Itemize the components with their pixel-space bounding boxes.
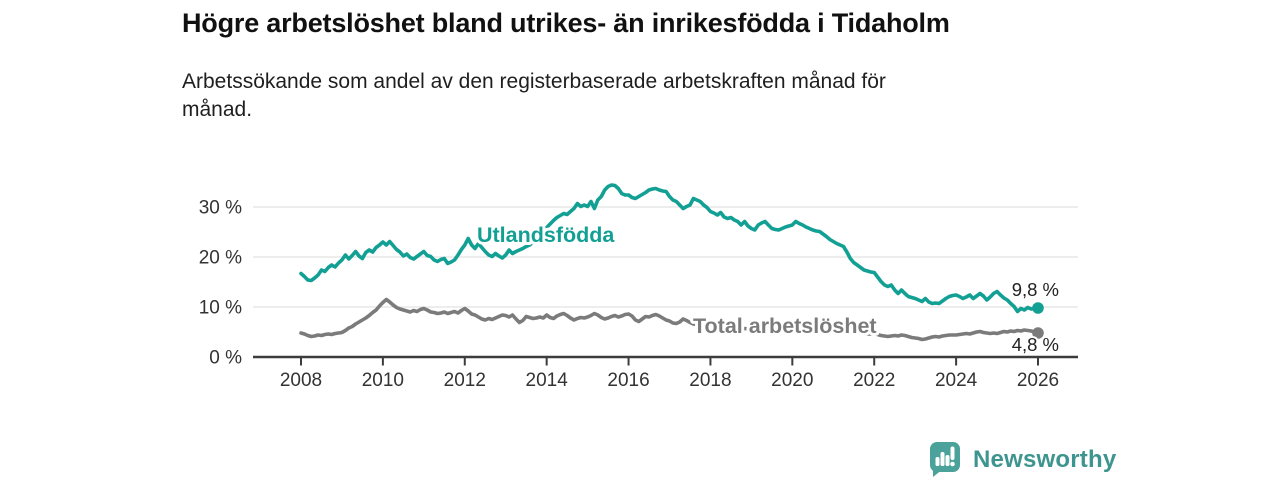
x-tick-label: 2010 <box>362 370 404 391</box>
x-tick-label: 2024 <box>935 370 978 391</box>
x-tick-label: 2014 <box>526 370 569 391</box>
series-end-dot-utlandsf-dda <box>1032 302 1044 314</box>
x-tick-label: 2022 <box>853 370 895 391</box>
line-chart: 2008 2010 2012 2014 2016 2018 2020 2022 2024 2026… <box>199 183 1078 391</box>
chart-subtitle: Arbetssökande som andel av den registerb… <box>182 70 886 121</box>
x-tick-label: 2020 <box>771 370 813 391</box>
x-tick-label: 2026 <box>1017 370 1059 391</box>
x-tick-label: 2008 <box>280 370 322 391</box>
newsworthy-logo: Newsworthy <box>928 441 1116 478</box>
x-tick-label: 2016 <box>607 370 649 391</box>
newsworthy-logo-text: Newsworthy <box>973 445 1117 473</box>
y-tick-label: 20 % <box>199 248 242 269</box>
series-end-value-utlandsf-dda: 9,8 % <box>1012 279 1059 300</box>
y-tick-label: 0 % <box>209 348 242 369</box>
series-label-total-arbetsl-shet: Total arbetslöshet <box>693 314 877 338</box>
y-tick-label: 30 % <box>199 198 242 219</box>
series-line-total-arbetsl-shet <box>299 297 1040 342</box>
series-end-value-total-arbetsl-shet: 4,8 % <box>1012 334 1059 355</box>
chart-title: Högre arbetslöshet bland utrikes- än inr… <box>182 8 950 38</box>
y-tick-label: 10 % <box>199 298 242 319</box>
x-tick-label: 2018 <box>689 370 731 391</box>
bar-chart-speech-bubble-icon <box>930 442 960 477</box>
x-tick-label: 2012 <box>444 370 486 391</box>
series-line-utlandsf-dda <box>299 183 1040 314</box>
series-label-utlandsf-dda: Utlandsfödda <box>477 223 615 247</box>
series-end-dot-total-arbetsl-shet <box>1032 327 1044 339</box>
